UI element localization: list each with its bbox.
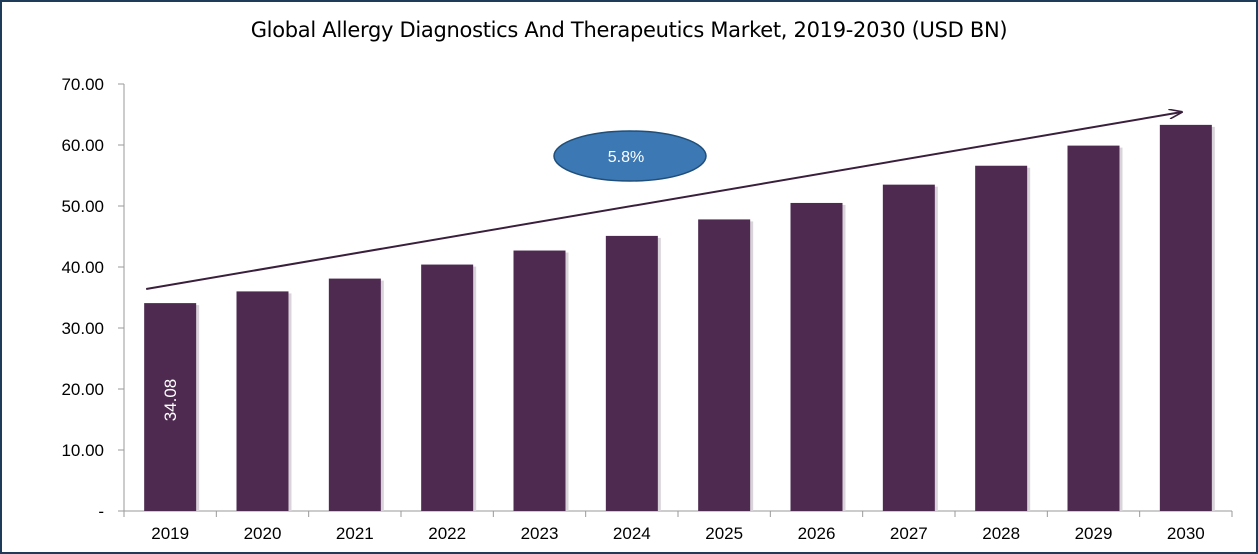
bar-2020 xyxy=(236,291,289,511)
bar-2027 xyxy=(882,184,935,511)
chart-title: Global Allergy Diagnostics And Therapeut… xyxy=(250,18,1008,42)
cagr-ellipse xyxy=(553,130,707,182)
x-tick-label: 2022 xyxy=(428,524,466,543)
bar-2028 xyxy=(975,165,1028,512)
y-tick-label: 20.00 xyxy=(61,380,104,399)
y-tick-label: 50.00 xyxy=(61,197,104,216)
x-tick-label: 2019 xyxy=(151,524,189,543)
x-tick-label: 2026 xyxy=(798,524,836,543)
annotations: 5.8% xyxy=(145,112,1182,290)
y-tick-label: 40.00 xyxy=(61,258,104,277)
x-tick-label: 2021 xyxy=(336,524,374,543)
bar-2025 xyxy=(698,219,751,512)
x-tick-label: 2025 xyxy=(705,524,743,543)
bar-2024 xyxy=(605,235,658,511)
x-tick-label: 2020 xyxy=(244,524,282,543)
x-tick-label: 2023 xyxy=(521,524,559,543)
bars xyxy=(144,124,1215,512)
x-tick-label: 2029 xyxy=(1075,524,1113,543)
y-tick-label: - xyxy=(98,502,104,521)
y-tick-label: 30.00 xyxy=(61,319,104,338)
bar-2029 xyxy=(1067,145,1120,512)
data-label-2019: 34.08 xyxy=(161,379,180,422)
cagr-label: 5.8% xyxy=(608,149,644,166)
y-tick-label: 60.00 xyxy=(61,136,104,155)
y-tick-label: 70.00 xyxy=(61,75,104,94)
bar-2026 xyxy=(790,202,843,511)
bar-2022 xyxy=(421,264,474,511)
y-tick-label: 10.00 xyxy=(61,441,104,460)
bar-2030 xyxy=(1159,124,1212,512)
bar-2021 xyxy=(328,278,381,511)
bar-2019 xyxy=(144,303,197,511)
x-tick-label: 2030 xyxy=(1167,524,1205,543)
x-tick-label: 2027 xyxy=(890,524,928,543)
trend-arrow xyxy=(145,112,1182,290)
labels: 2019 2020 2021 2022 2023 2024 2025 2026 2027 2028… xyxy=(151,379,1204,543)
axes: - 10.00 20.00 30.00 40.00 50.00 60.00 70.00 xyxy=(61,75,1233,521)
x-tick-label: 2028 xyxy=(982,524,1020,543)
bar-2023 xyxy=(513,250,566,511)
x-tick-label: 2024 xyxy=(613,524,651,543)
